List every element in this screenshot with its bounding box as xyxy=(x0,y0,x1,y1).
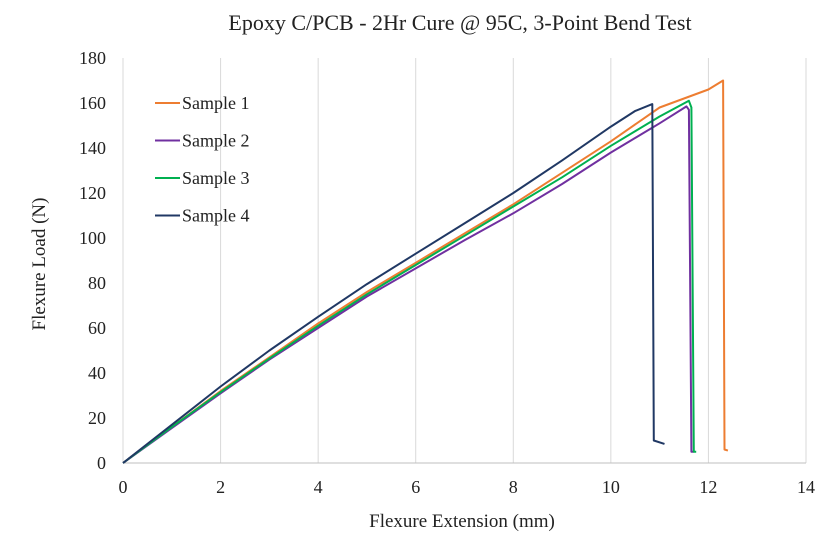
y-tick-label: 80 xyxy=(88,273,106,293)
y-tick-label: 0 xyxy=(97,453,106,473)
legend-label-2: Sample 2 xyxy=(182,131,250,151)
legend: Sample 1 Sample 2 Sample 3 Sample 4 xyxy=(155,93,250,226)
y-tick-label: 160 xyxy=(79,93,106,113)
x-tick-label: 0 xyxy=(119,477,128,497)
grid-lines xyxy=(220,58,807,463)
y-tick-label: 20 xyxy=(88,408,106,428)
y-tick-label: 40 xyxy=(88,363,106,383)
legend-label-4: Sample 4 xyxy=(182,206,250,226)
series-line-4 xyxy=(122,103,665,464)
x-tick-label: 4 xyxy=(314,477,323,497)
x-tick-label: 12 xyxy=(699,477,717,497)
x-tick-label: 14 xyxy=(797,477,815,497)
x-tick-label: 8 xyxy=(509,477,518,497)
series-layer xyxy=(122,79,729,464)
chart-title: Epoxy C/PCB - 2Hr Cure @ 95C, 3-Point Be… xyxy=(228,10,691,35)
series-line-2 xyxy=(122,105,694,464)
series-line-3 xyxy=(122,99,697,464)
x-axis-title: Flexure Extension (mm) xyxy=(369,511,555,532)
y-tick-label: 140 xyxy=(79,138,106,158)
y-tick-label: 100 xyxy=(79,228,106,248)
x-tick-label: 2 xyxy=(216,477,225,497)
legend-label-3: Sample 3 xyxy=(182,168,250,188)
y-tick-label: 60 xyxy=(88,318,106,338)
y-tick-label: 120 xyxy=(79,183,106,203)
y-tick-label: 180 xyxy=(79,48,106,68)
x-tick-label: 6 xyxy=(411,477,420,497)
x-tick-label: 10 xyxy=(602,477,620,497)
legend-label-1: Sample 1 xyxy=(182,93,250,113)
y-axis-title: Flexure Load (N) xyxy=(29,198,50,331)
